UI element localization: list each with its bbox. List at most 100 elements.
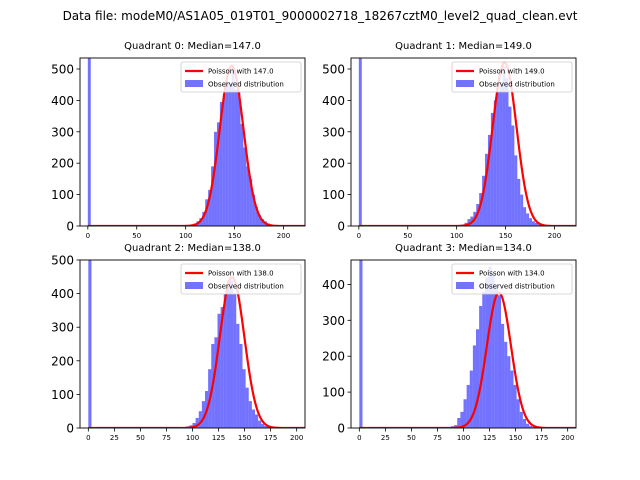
- histogram-bar: [87, 58, 91, 226]
- histogram-bar: [520, 194, 524, 226]
- poisson-curve: [358, 61, 576, 226]
- histogram-bar: [223, 293, 227, 428]
- plot-area: [358, 58, 576, 226]
- histogram-bar: [228, 83, 232, 226]
- histogram-bar: [490, 112, 494, 226]
- subplot-title: Quadrant 1: Median=149.0: [395, 41, 532, 52]
- histogram-bar: [202, 211, 206, 226]
- x-tick-label: 150: [228, 232, 241, 240]
- y-tick-label: 200: [51, 157, 74, 171]
- subplot-3: 0 25 50 75 100 125 150 175 200 0 100 200 300 400 Quadr…: [322, 243, 577, 442]
- histogram-bar: [457, 417, 461, 428]
- histogram-bar: [504, 341, 508, 428]
- histogram-bar: [222, 94, 226, 226]
- y-tick-label: 0: [66, 422, 74, 436]
- histogram-bar: [264, 425, 268, 428]
- histogram-bar: [258, 420, 262, 428]
- legend-hist-swatch: [456, 80, 474, 87]
- histogram-bar: [226, 280, 230, 428]
- y-tick-label: 300: [51, 125, 74, 139]
- histogram-bar: [239, 344, 243, 428]
- histogram-bar: [233, 293, 237, 428]
- histogram-bar: [231, 68, 235, 226]
- figure-title: Data file: modeM0/AS1A05_019T01_90000027…: [63, 9, 578, 23]
- legend-hist-swatch: [456, 282, 474, 289]
- histogram-bar: [230, 280, 234, 428]
- histogram-bar: [216, 122, 220, 226]
- histogram-bar: [510, 370, 514, 428]
- histogram-bar: [499, 81, 503, 226]
- x-tick-label: 175: [535, 434, 548, 442]
- x-tick-label: 175: [264, 434, 277, 442]
- histogram-bar: [522, 419, 526, 428]
- legend-box: [451, 61, 573, 93]
- y-tick-label: 500: [322, 62, 345, 76]
- histogram-bar: [245, 387, 249, 428]
- histogram-bar: [454, 425, 458, 428]
- histogram-bar: [258, 215, 261, 226]
- y-tick-label: 200: [51, 354, 74, 368]
- x-tick-label: 0: [86, 232, 90, 240]
- histogram-bar: [537, 224, 541, 226]
- histogram-bar: [491, 273, 495, 428]
- legend-box: [180, 263, 302, 295]
- legend-hist-label: Observed distribution: [479, 283, 555, 291]
- histogram-bar: [526, 423, 530, 428]
- poisson-curve: [87, 64, 305, 226]
- axes-frame: [350, 57, 577, 227]
- histogram-bar: [511, 125, 515, 226]
- legend-hist-swatch: [185, 80, 203, 87]
- histogram-bar: [243, 147, 247, 226]
- y-tick-label: 100: [322, 386, 345, 400]
- x-tick-label: 200: [548, 232, 561, 240]
- y-tick-label: 400: [51, 287, 74, 301]
- histogram-bar: [251, 409, 255, 428]
- x-tick-label: 0: [86, 434, 90, 442]
- histogram-bar: [496, 90, 500, 226]
- plot-area: [88, 260, 305, 428]
- histogram-bar: [358, 58, 362, 226]
- histogram-bar: [220, 307, 224, 428]
- histogram-bar: [505, 78, 509, 226]
- histogram-bar: [195, 417, 199, 428]
- x-tick-label: 50: [407, 434, 416, 442]
- legend: Poisson with 134.0 Observed distribution: [451, 263, 573, 295]
- y-tick-label: 300: [322, 314, 345, 328]
- histogram-bar: [534, 222, 538, 226]
- histogram-bar: [497, 295, 501, 428]
- histogram-bar: [482, 175, 486, 226]
- histogram-bar: [249, 178, 253, 226]
- histogram-bar: [261, 423, 265, 428]
- x-tick-label: 100: [457, 434, 470, 442]
- x-tick-label: 25: [381, 434, 390, 442]
- histogram-bar: [463, 399, 467, 428]
- histogram-bar: [237, 92, 241, 226]
- histogram-bar: [488, 266, 492, 428]
- legend-poisson-label: Poisson with 147.0: [208, 68, 274, 76]
- histogram-bar: [487, 134, 491, 226]
- histogram-bar: [460, 411, 464, 428]
- y-tick-label: 200: [322, 350, 345, 364]
- histogram-bar: [242, 369, 246, 428]
- histogram-bar: [529, 425, 533, 428]
- subplot-title: Quadrant 3: Median=134.0: [395, 243, 532, 254]
- y-tick-label: 400: [322, 278, 345, 292]
- plot-area: [87, 58, 305, 226]
- histogram-bar: [479, 305, 483, 428]
- x-tick-label: 50: [132, 232, 141, 240]
- x-tick-label: 0: [357, 232, 361, 240]
- histogram-bar: [502, 65, 506, 226]
- histogram-bar: [479, 193, 483, 226]
- histogram-bar: [260, 219, 264, 226]
- legend: Poisson with 149.0 Observed distribution: [451, 61, 573, 93]
- histogram-bar: [501, 323, 505, 428]
- y-tick-label: 0: [337, 422, 345, 436]
- legend-poisson-label: Poisson with 134.0: [479, 270, 545, 278]
- y-tick-label: 500: [51, 62, 74, 76]
- y-tick-label: 200: [322, 157, 345, 171]
- legend-hist-label: Observed distribution: [479, 81, 555, 89]
- histogram-bar: [529, 218, 532, 226]
- histogram-bar: [519, 411, 523, 428]
- x-tick-label: 75: [162, 434, 171, 442]
